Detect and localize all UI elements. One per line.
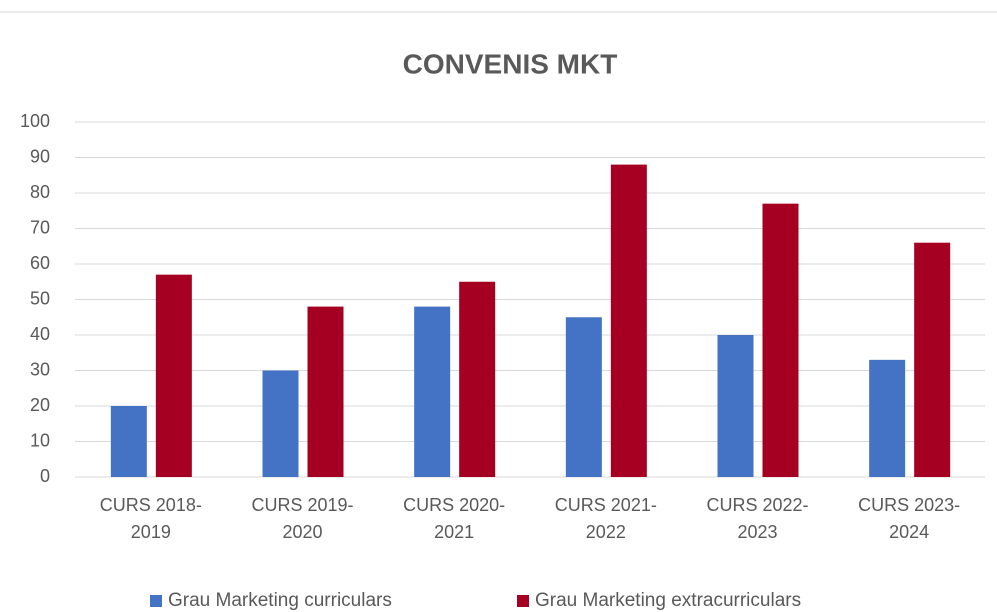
y-tick-label: 0 [40,466,50,486]
bar [565,317,602,477]
x-tick-label: CURS 2023-2024 [858,495,961,542]
legend-label: Grau Marketing curriculars [168,590,392,611]
legend-swatch [517,595,529,607]
x-tick-label: CURS 2022-2023 [706,495,809,542]
bar [610,164,647,477]
bar [459,281,496,477]
x-tick-label: CURS 2018-2019 [99,495,202,542]
y-tick-label: 70 [30,217,50,237]
legend-swatch [150,595,162,607]
x-tick-label: CURS 2021-2022 [554,495,657,542]
bar [307,306,344,477]
bar [262,370,299,477]
legend-label: Grau Marketing extracurriculars [535,590,801,611]
x-tick-label: CURS 2020-2021 [403,495,506,542]
bar [762,203,799,477]
bar [110,406,147,477]
y-tick-label: 100 [20,111,50,131]
bar [155,274,192,477]
bar [717,335,754,477]
bar [914,242,951,477]
bar [869,359,906,477]
bar [414,306,451,477]
y-tick-label: 40 [30,324,50,344]
y-tick-label: 80 [30,182,50,202]
x-tick-label: CURS 2019-2020 [251,495,354,542]
y-tick-label: 60 [30,253,50,273]
chart-title: CONVENIS MKT [403,48,618,79]
y-tick-label: 90 [30,146,50,166]
y-tick-label: 30 [30,359,50,379]
y-tick-label: 20 [30,395,50,415]
y-tick-label: 10 [30,430,50,450]
y-tick-label: 50 [30,288,50,308]
